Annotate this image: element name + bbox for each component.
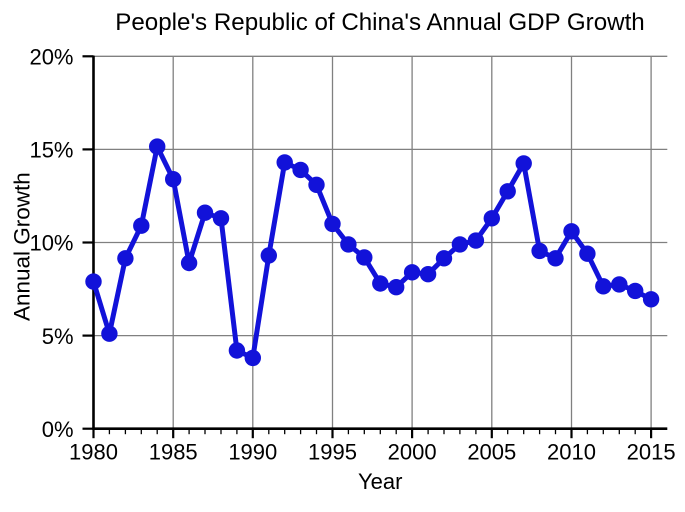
svg-text:1980: 1980 bbox=[69, 439, 118, 464]
svg-text:2015: 2015 bbox=[627, 439, 676, 464]
svg-text:5%: 5% bbox=[42, 324, 74, 349]
svg-text:2000: 2000 bbox=[388, 439, 437, 464]
svg-text:15%: 15% bbox=[29, 138, 73, 163]
svg-text:0%: 0% bbox=[42, 417, 74, 442]
svg-text:2010: 2010 bbox=[547, 439, 596, 464]
svg-text:20%: 20% bbox=[29, 45, 73, 70]
svg-text:1985: 1985 bbox=[149, 439, 198, 464]
svg-text:2005: 2005 bbox=[467, 439, 516, 464]
svg-text:Year: Year bbox=[358, 469, 402, 494]
svg-text:Annual Growth: Annual Growth bbox=[10, 172, 35, 321]
svg-text:1995: 1995 bbox=[308, 439, 357, 464]
svg-text:1990: 1990 bbox=[228, 439, 277, 464]
svg-text:10%: 10% bbox=[29, 231, 73, 256]
svg-text:People's Republic of China's A: People's Republic of China's Annual GDP … bbox=[115, 9, 644, 36]
